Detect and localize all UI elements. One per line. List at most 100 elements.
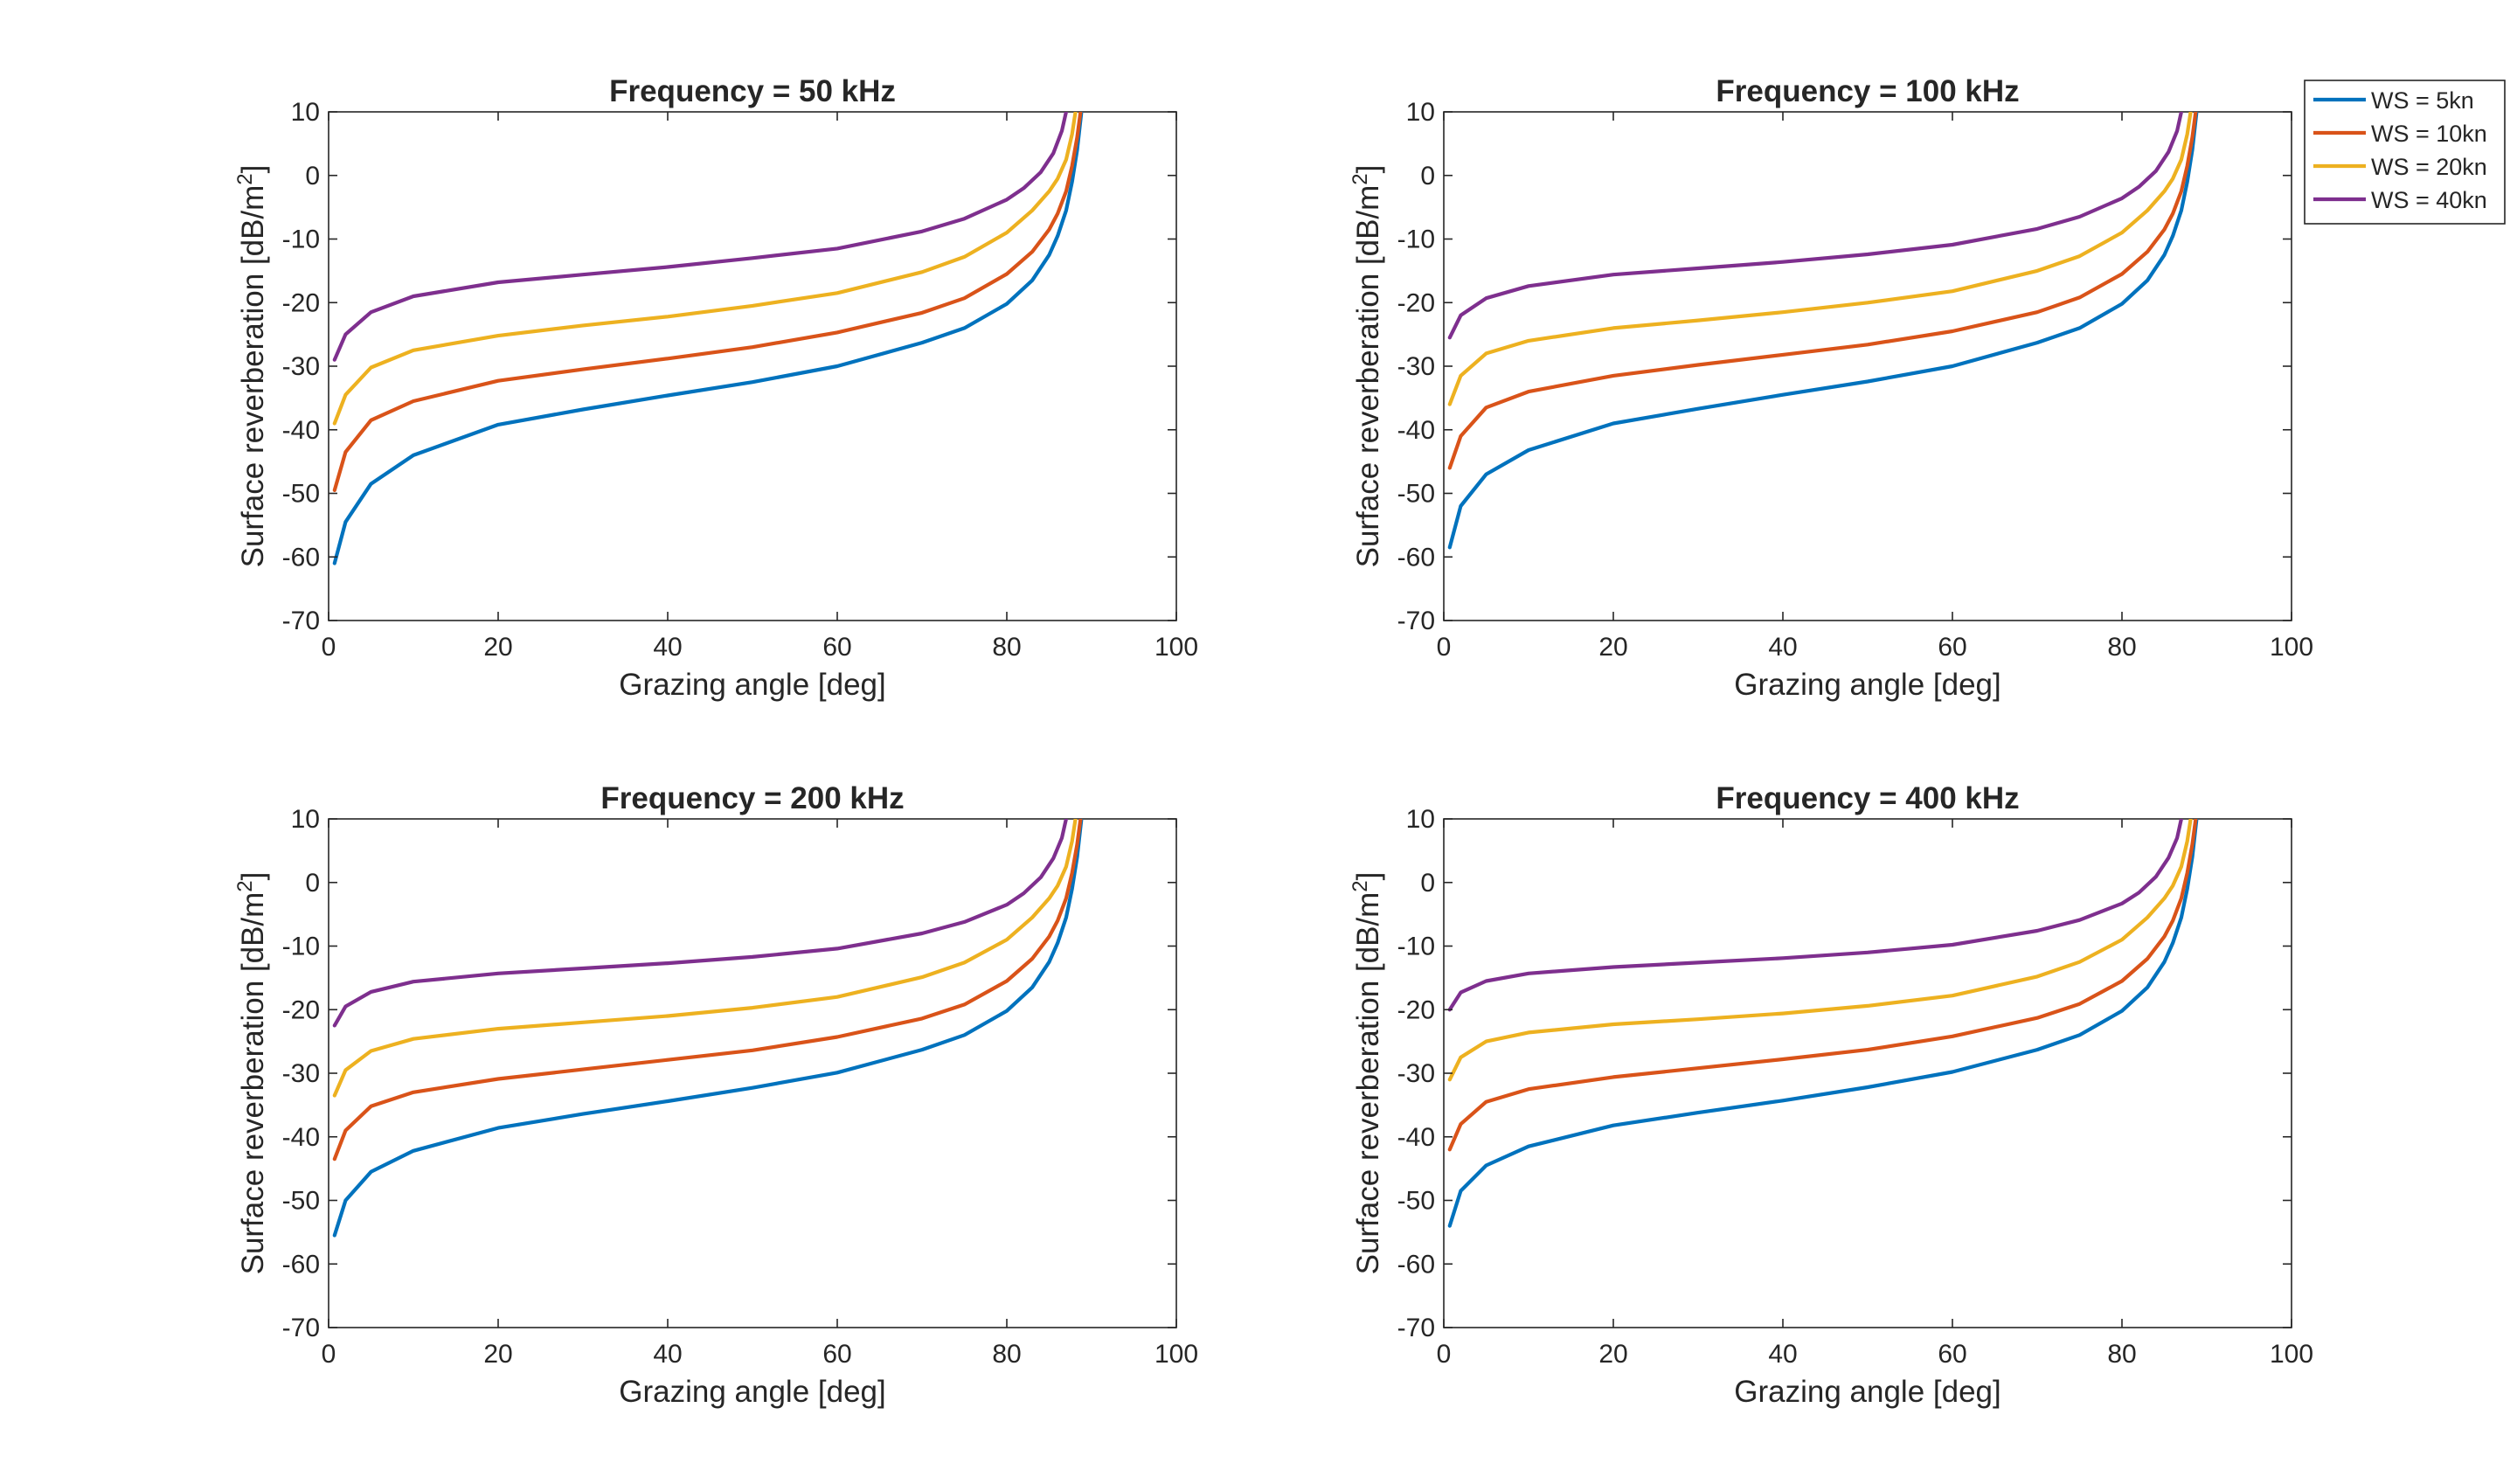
y-tick-label: -60 — [282, 543, 320, 572]
y-tick-label: -20 — [282, 995, 320, 1024]
series-line-ws-20kn — [1447, 819, 2193, 1082]
subplot-1: 0 20 40 60 80 100 -70 -60 -50 -40 -30 -20 -10 0 10 Freq… — [233, 74, 1198, 702]
y-tick-label: -30 — [282, 352, 320, 381]
series-group — [1447, 112, 2199, 550]
y-tick-label: -40 — [282, 416, 320, 445]
y-tick-label: -70 — [282, 1314, 320, 1342]
x-tick-label: 60 — [822, 633, 851, 662]
y-tick-label: 10 — [291, 805, 320, 834]
axes-frame — [1443, 818, 2292, 1328]
legend: WS = 5kn WS = 10kn WS = 20kn WS = 40kn — [2304, 80, 2506, 225]
axes-frame — [328, 111, 1177, 621]
y-tick-label: 0 — [1420, 162, 1435, 191]
legend-label: WS = 40kn — [2371, 187, 2487, 213]
y-tick-label: -10 — [1397, 933, 1435, 961]
y-tick-label: 0 — [305, 869, 320, 898]
y-tick-label: -30 — [282, 1059, 320, 1088]
axes-frame — [328, 818, 1177, 1328]
y-tick-label: 0 — [305, 162, 320, 191]
x-tick-label: 0 — [1437, 633, 1452, 662]
series-line-ws-5kn — [332, 819, 1084, 1238]
x-tick-label: 40 — [1768, 1340, 1797, 1369]
series-line-ws-40kn — [1447, 819, 2183, 1012]
subplot-grid: 0 20 40 60 80 100-70-60-50-40-30-20-10010Freq… — [233, 74, 2313, 1409]
legend-label: WS = 5kn — [2371, 87, 2474, 114]
x-tick-label: 40 — [653, 1340, 682, 1369]
y-tick-label: 10 — [291, 98, 320, 127]
x-axis-label: Grazing angle [deg] — [619, 1375, 885, 1409]
x-tick-label: 100 — [1154, 633, 1198, 662]
y-tick-label: -70 — [282, 607, 320, 635]
series-line-ws-40kn — [332, 819, 1068, 1028]
x-tick-label: 40 — [653, 633, 682, 662]
y-tick-label: 10 — [1406, 805, 1435, 834]
series-group — [332, 112, 1084, 565]
series-line-ws-5kn — [1447, 819, 2199, 1228]
panel-title: Frequency = 200 kHz — [600, 781, 904, 815]
x-tick-label: 80 — [992, 1340, 1021, 1369]
panel-title: Frequency = 50 kHz — [609, 74, 896, 108]
subplot-4: 0 20 40 60 80 100 -70 -60 -50 -40 -30 -20 -10 0 10 Freq… — [1349, 781, 2313, 1409]
y-axis-label: Surface reverberation [dB/m2] — [233, 872, 270, 1275]
x-tick-label: 20 — [483, 1340, 512, 1369]
y-tick-label: -30 — [1397, 352, 1435, 381]
y-tick-label: -10 — [1397, 225, 1435, 254]
series-line-ws-40kn — [1447, 112, 2183, 340]
x-tick-label: 100 — [2270, 633, 2313, 662]
legend-label: WS = 10kn — [2371, 121, 2487, 147]
series-line-ws-5kn — [1447, 112, 2199, 550]
subplot-3: 0 20 40 60 80 100 -70 -60 -50 -40 -30 -20 -10 0 10 Freq… — [233, 781, 1198, 1409]
x-tick-label: 80 — [2107, 633, 2136, 662]
x-axis-label: Grazing angle [deg] — [1734, 668, 2000, 702]
x-tick-label: 60 — [1938, 1340, 1966, 1369]
series-line-ws-10kn — [332, 112, 1083, 492]
y-axis-label: Surface reverberation [dB/m2] — [1349, 872, 1385, 1275]
x-tick-label: 60 — [1938, 633, 1966, 662]
y-tick-label: -60 — [1397, 543, 1435, 572]
y-tick-label: -10 — [282, 225, 320, 254]
y-axis-label: Surface reverberation [dB/m2] — [233, 165, 270, 568]
series-line-ws-10kn — [1447, 112, 2198, 470]
x-tick-label: 20 — [1598, 1340, 1627, 1369]
y-tick-label: -40 — [282, 1123, 320, 1152]
series-line-ws-5kn — [332, 112, 1084, 565]
y-tick-label: 0 — [1420, 869, 1435, 898]
x-tick-label: 40 — [1768, 633, 1797, 662]
y-tick-label: -70 — [1397, 1314, 1435, 1342]
x-tick-label: 20 — [1598, 633, 1627, 662]
x-tick-label: 80 — [992, 633, 1021, 662]
y-tick-label: 10 — [1406, 98, 1435, 127]
series-line-ws-40kn — [332, 112, 1068, 362]
x-tick-label: 100 — [1154, 1340, 1198, 1369]
x-tick-label: 80 — [2107, 1340, 2136, 1369]
x-tick-label: 0 — [322, 1340, 336, 1369]
y-tick-label: -20 — [1397, 288, 1435, 317]
y-tick-label: -70 — [1397, 607, 1435, 635]
x-tick-label: 100 — [2270, 1340, 2313, 1369]
x-tick-label: 0 — [322, 633, 336, 662]
series-line-ws-20kn — [1447, 112, 2193, 406]
panel-title: Frequency = 400 kHz — [1716, 781, 2019, 815]
x-tick-label: 0 — [1437, 1340, 1452, 1369]
y-tick-label: -40 — [1397, 1123, 1435, 1152]
series-line-ws-10kn — [1447, 819, 2198, 1152]
y-tick-label: -20 — [282, 288, 320, 317]
x-tick-label: 60 — [822, 1340, 851, 1369]
y-axis-label: Surface reverberation [dB/m2] — [1349, 165, 1385, 568]
y-tick-label: -20 — [1397, 995, 1435, 1024]
y-tick-label: -40 — [1397, 416, 1435, 445]
series-line-ws-20kn — [332, 112, 1078, 426]
legend-label: WS = 20kn — [2371, 154, 2487, 180]
axes-frame — [1443, 111, 2292, 621]
y-tick-label: -60 — [1397, 1250, 1435, 1279]
y-tick-label: -50 — [282, 480, 320, 509]
y-tick-label: -50 — [1397, 480, 1435, 509]
y-tick-label: -60 — [282, 1250, 320, 1279]
y-tick-label: -30 — [1397, 1059, 1435, 1088]
series-group — [1447, 819, 2199, 1228]
y-tick-label: -10 — [282, 933, 320, 961]
subplot-2: 0 20 40 60 80 100 -70 -60 -50 -40 -30 -20 -10 0 10 Freq… — [1349, 74, 2313, 702]
x-axis-label: Grazing angle [deg] — [1734, 1375, 2000, 1409]
x-axis-label: Grazing angle [deg] — [619, 668, 885, 702]
